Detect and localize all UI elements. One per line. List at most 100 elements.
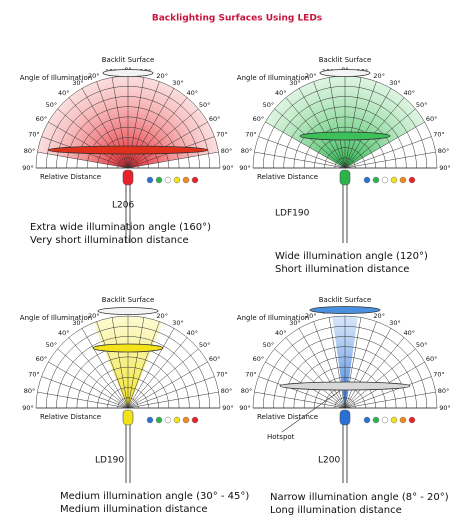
ray (127, 361, 208, 409)
angle-label: 90° (22, 164, 34, 172)
ray (96, 321, 129, 409)
ray (328, 317, 346, 409)
angle-title: Angle of Illumination (237, 314, 309, 322)
angle-label: 70° (433, 130, 445, 138)
ray (68, 337, 129, 409)
color-dot (372, 176, 380, 184)
ray (81, 88, 129, 169)
color-dot (155, 176, 163, 184)
ray (265, 121, 346, 169)
ray (298, 328, 346, 409)
ray (258, 136, 346, 169)
surface-label: Backlit Surface (319, 296, 372, 304)
ray (127, 108, 199, 169)
description: Very short illumination distance (30, 235, 189, 246)
angle-label: 40° (404, 89, 416, 97)
color-dot (191, 416, 199, 424)
ray (81, 328, 129, 409)
angle-label: 30° (172, 79, 184, 87)
angle-label: 40° (187, 329, 199, 337)
angle-label: 40° (58, 329, 70, 337)
color-dot (182, 176, 190, 184)
description: Wide illumination angle (120°) (275, 251, 428, 262)
distance-label: Relative Distance (40, 413, 101, 421)
ray (344, 376, 432, 409)
ray (127, 376, 215, 409)
ray (274, 348, 346, 409)
angle-label: 80° (438, 147, 450, 155)
angle-label: 30° (72, 319, 84, 327)
angle-label: 80° (24, 387, 36, 395)
ray (37, 391, 129, 409)
ray (68, 97, 129, 169)
angle-label: 90° (439, 164, 451, 172)
angle-label: 90° (22, 404, 34, 412)
angle-label: 40° (275, 89, 287, 97)
panel: 90°80°70°60°50°40°30°20°10°0°10°20°30°40… (237, 296, 451, 516)
angle-label: 40° (187, 89, 199, 97)
model: LD190 (95, 456, 124, 466)
ray (344, 317, 362, 409)
ray (48, 121, 129, 169)
lit-surface (92, 343, 164, 353)
angle-label: 70° (245, 370, 257, 378)
panel: 90°80°70°60°50°40°30°20°10°0°10°20°30°40… (237, 56, 451, 275)
angle-label: 80° (438, 387, 450, 395)
angle-label: 90° (239, 164, 251, 172)
color-dot (146, 176, 154, 184)
led (122, 169, 134, 186)
backlit-surface (309, 306, 381, 314)
description: Medium illumination angle (30° - 45°) (60, 491, 249, 502)
ray (344, 391, 436, 409)
ray (258, 376, 346, 409)
angle-label: 20° (305, 72, 317, 80)
color-dot (191, 176, 199, 184)
ray (111, 317, 129, 409)
angle-label: 80° (241, 147, 253, 155)
color-dot (182, 416, 190, 424)
ray (344, 337, 405, 409)
ray (344, 88, 392, 169)
angle-label: 70° (216, 130, 228, 138)
surface-label: Backlit Surface (319, 56, 372, 64)
angle-label: 80° (241, 387, 253, 395)
angle-label: 50° (199, 341, 211, 349)
description: Narrow illumination angle (8° - 20°) (270, 492, 449, 503)
angle-label: 20° (156, 72, 168, 80)
ray (127, 337, 188, 409)
distance-label: Relative Distance (40, 173, 101, 181)
ray (344, 321, 377, 409)
ray (344, 348, 416, 409)
angle-label: 70° (28, 130, 40, 138)
angle-label: 20° (373, 72, 385, 80)
ray (254, 151, 346, 169)
angle-label: 40° (404, 329, 416, 337)
angle-label: 60° (426, 355, 438, 363)
angle-label: 50° (263, 341, 275, 349)
angle-label: 20° (305, 312, 317, 320)
angle-label: 30° (72, 79, 84, 87)
ray (127, 121, 208, 169)
angle-label: 20° (88, 72, 100, 80)
ray (127, 151, 219, 169)
color-dot (372, 416, 380, 424)
backlit-surface (319, 69, 371, 77)
ray (127, 317, 145, 409)
led (339, 169, 351, 186)
angle-label: 60° (36, 115, 48, 123)
ray (344, 121, 425, 169)
ray (57, 348, 129, 409)
color-dot (381, 416, 389, 424)
angle-label: 60° (209, 355, 221, 363)
hotspot-label: Hotspot (267, 433, 295, 441)
angle-label: 50° (416, 101, 428, 109)
surface-label: Backlit Surface (102, 296, 155, 304)
description: Long illumination distance (270, 505, 402, 516)
backlit-surface (102, 69, 154, 77)
ray (127, 391, 219, 409)
ray (127, 97, 188, 169)
ray (57, 108, 129, 169)
angle-label: 60° (36, 355, 48, 363)
ray (48, 361, 129, 409)
